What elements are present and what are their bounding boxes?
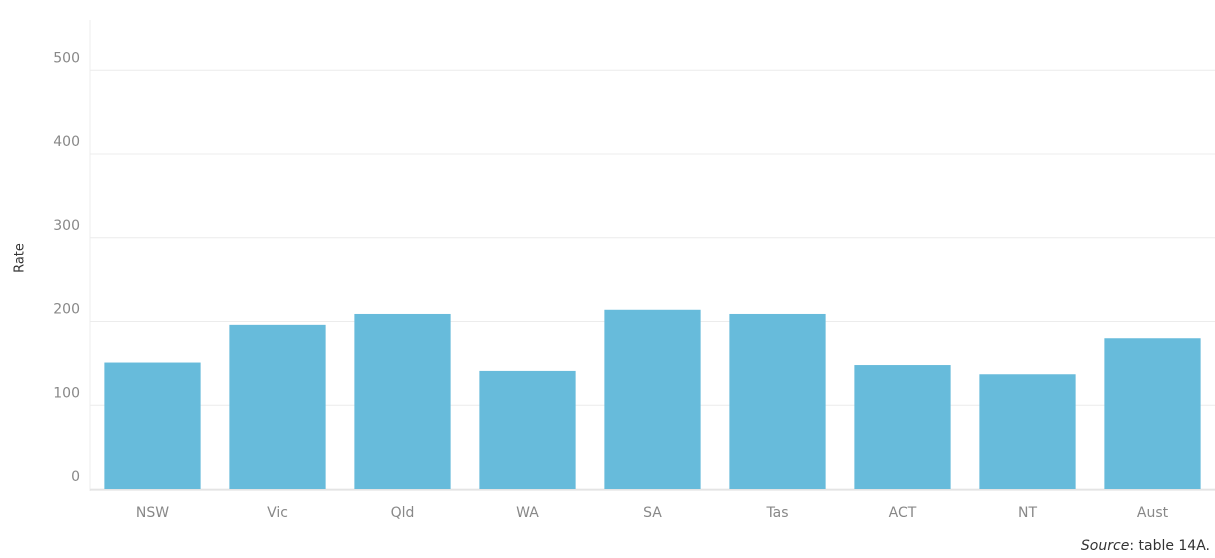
y-tick-label: 100: [53, 385, 80, 401]
source: Source: table 14A.: [1081, 538, 1210, 554]
x-tick-label: Aust: [1137, 505, 1169, 521]
source-text: : table 14A.: [1129, 538, 1210, 554]
x-tick-label: NT: [1018, 505, 1037, 521]
y-tick-label: 200: [53, 302, 80, 318]
y-axis-label: Rate: [13, 243, 28, 273]
bar: [104, 362, 201, 489]
bar: [729, 313, 826, 489]
bar: [479, 370, 576, 489]
x-tick-label: NSW: [136, 505, 169, 521]
y-tick-label: 400: [53, 134, 80, 150]
y-tick-label: 500: [53, 50, 80, 66]
x-tick-label: ACT: [889, 505, 917, 521]
x-tick-label: WA: [516, 505, 539, 521]
bar: [854, 365, 951, 489]
x-tick-label: Tas: [765, 505, 788, 521]
bar: [1104, 338, 1201, 489]
bar: [604, 309, 701, 489]
x-tick-label: Qld: [391, 505, 415, 521]
source-label: Source: [1081, 538, 1129, 554]
y-tick-label: 300: [53, 218, 80, 234]
bar: [354, 313, 451, 489]
bar: [229, 324, 326, 489]
bar: [979, 374, 1076, 489]
x-tick-label: SA: [643, 505, 662, 521]
x-tick-label: Vic: [267, 505, 288, 521]
y-tick-label: 0: [71, 469, 80, 485]
